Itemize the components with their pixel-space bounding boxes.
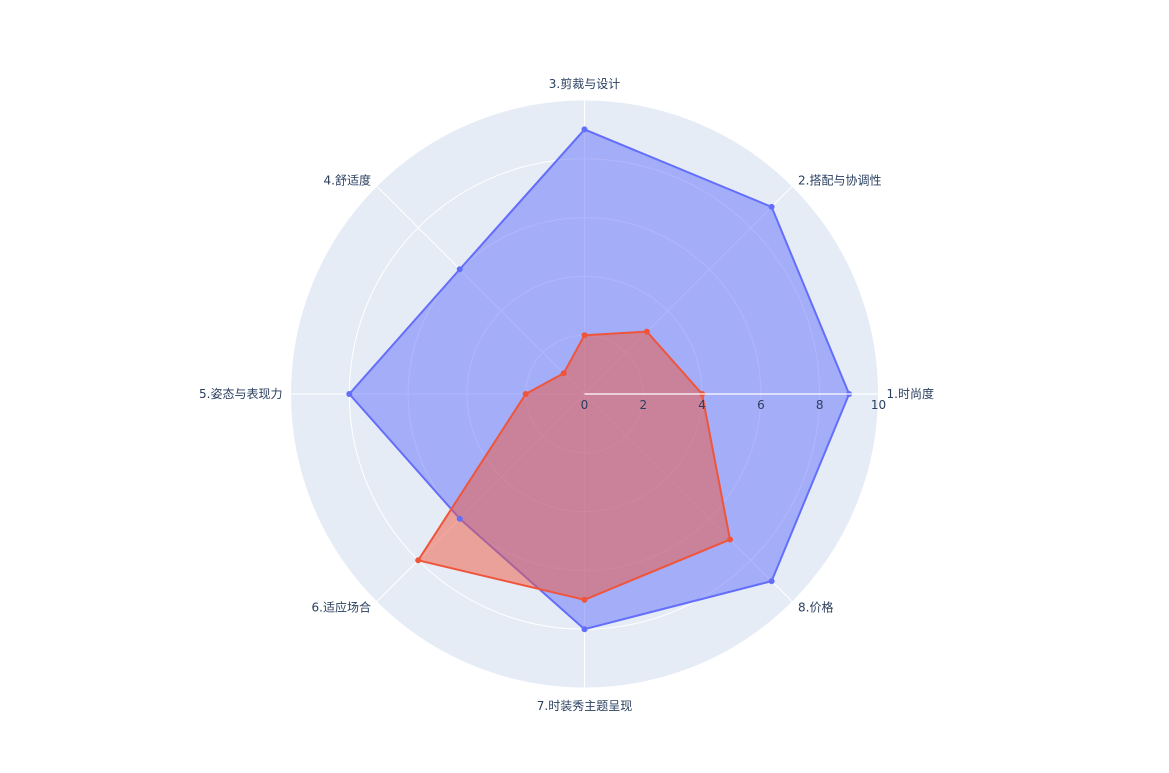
radial-tick-label: 10 xyxy=(871,398,886,412)
radial-tick-label: 6 xyxy=(757,398,765,412)
series-1-point-6[interactable] xyxy=(456,515,463,522)
category-label-5: 5.姿态与表现力 xyxy=(199,387,282,401)
category-label-2: 2.搭配与协调性 xyxy=(798,172,881,187)
label-layer: 0 2 4 6 8 101.时尚度 2.搭配与协调性 3.剪裁与设计 4.舒适度 5.姿态与表现力… xyxy=(199,76,934,713)
radial-tick-label: 2 xyxy=(639,398,647,412)
series-1-point-8[interactable] xyxy=(768,578,775,585)
series-2-point-8[interactable] xyxy=(727,536,734,543)
category-label-7: 7.时装秀主题呈现 xyxy=(537,699,632,713)
radial-tick-label: 8 xyxy=(816,398,824,412)
series-1-point-5[interactable] xyxy=(346,391,353,397)
category-label-1: 1.时尚度 xyxy=(887,386,934,401)
radial-tick-label: 0 xyxy=(581,398,589,412)
series-1-point-7[interactable] xyxy=(581,626,588,633)
series-2-point-6[interactable] xyxy=(415,557,422,564)
series-2-point-5[interactable] xyxy=(522,391,529,397)
series-2-point-2[interactable] xyxy=(643,328,650,335)
category-label-3: 3.剪裁与设计 xyxy=(549,76,620,91)
series-2-point-3[interactable] xyxy=(581,332,588,339)
series-1-point-3[interactable] xyxy=(581,126,588,133)
series-2-point-7[interactable] xyxy=(581,596,588,603)
series-2-point-4[interactable] xyxy=(560,370,567,377)
series-1-point-2[interactable] xyxy=(768,203,775,210)
category-label-4: 4.舒适度 xyxy=(324,172,371,187)
series-1-point-4[interactable] xyxy=(456,266,463,273)
category-label-8: 8.价格 xyxy=(798,600,833,615)
series-layer xyxy=(346,126,853,633)
category-label-6: 6.适应场合 xyxy=(312,600,371,615)
radial-tick-label: 4 xyxy=(698,398,706,412)
